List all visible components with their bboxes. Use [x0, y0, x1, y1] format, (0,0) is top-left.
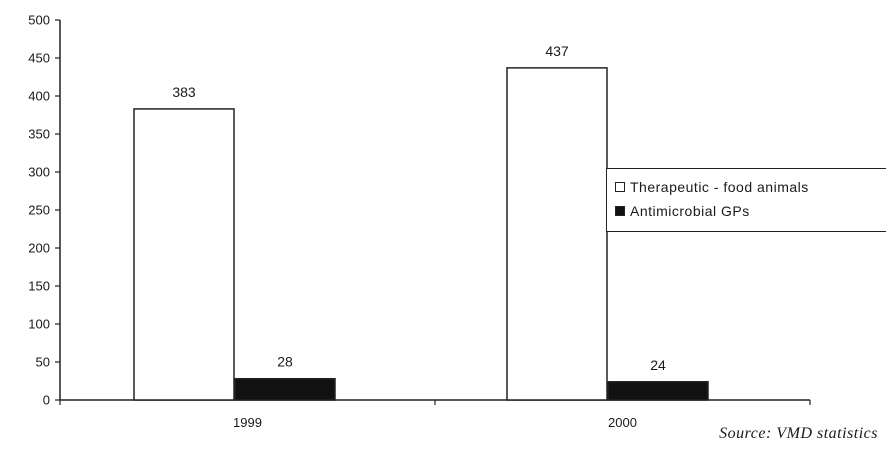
data-label: 28 [277, 354, 293, 370]
data-label: 383 [172, 84, 196, 100]
x-tick-label: 2000 [608, 415, 637, 430]
y-tick-label: 350 [28, 127, 50, 142]
y-tick-label: 100 [28, 317, 50, 332]
data-label: 24 [650, 357, 666, 373]
bar-antimicrobial-2000 [607, 381, 709, 401]
source-caption: Source: VMD statistics [719, 425, 878, 442]
y-tick-label: 250 [28, 203, 50, 218]
y-tick-label: 0 [43, 393, 50, 408]
x-tick-label: 1999 [233, 415, 262, 430]
bar-antimicrobial-1999 [234, 377, 336, 401]
legend-label-therapeutic: Therapeutic - food animals [630, 179, 809, 195]
y-tick-label: 300 [28, 165, 50, 180]
y-tick-label: 450 [28, 51, 50, 66]
y-tick-label: 150 [28, 279, 50, 294]
data-label: 437 [545, 43, 569, 59]
y-tick-label: 200 [28, 241, 50, 256]
legend-swatch-antimicrobial [615, 206, 625, 216]
y-tick-label: 400 [28, 89, 50, 104]
legend-item-therapeutic: Therapeutic - food animals [615, 175, 879, 199]
bar-therapeutic-2000 [506, 67, 608, 401]
y-tick-label: 500 [28, 13, 50, 28]
legend-swatch-therapeutic [615, 182, 625, 192]
legend: Therapeutic - food animals Antimicrobial… [606, 168, 886, 232]
legend-label-antimicrobial: Antimicrobial GPs [630, 203, 750, 219]
y-tick-label: 50 [36, 355, 50, 370]
legend-item-antimicrobial: Antimicrobial GPs [615, 199, 879, 223]
bar-therapeutic-1999 [133, 108, 235, 401]
